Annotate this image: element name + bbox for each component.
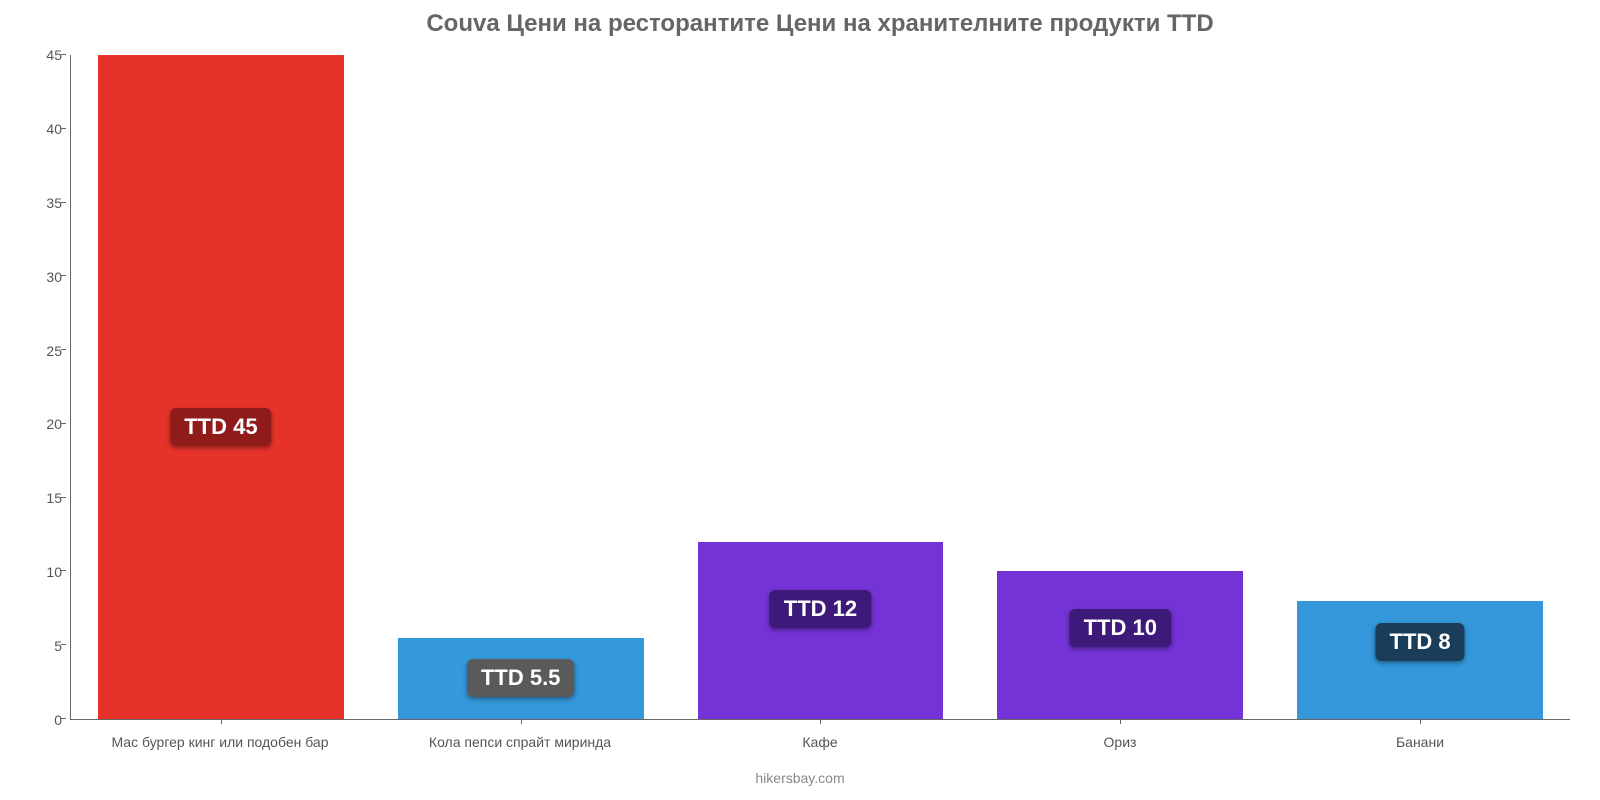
bar-slot: TTD 8 <box>1270 55 1570 719</box>
y-tick-label: 45 <box>7 47 62 63</box>
y-axis: 051015202530354045 <box>0 55 70 720</box>
x-tick-label: Кафе <box>670 728 970 750</box>
y-tick-label: 10 <box>7 564 62 580</box>
y-tick-label: 15 <box>7 490 62 506</box>
y-tick-label: 20 <box>7 416 62 432</box>
y-tick-label: 5 <box>7 638 62 654</box>
y-tick-label: 35 <box>7 195 62 211</box>
y-tick-label: 30 <box>7 269 62 285</box>
bar-slot: TTD 5.5 <box>371 55 671 719</box>
y-tick-label: 0 <box>7 712 62 728</box>
bar-slot: TTD 45 <box>71 55 371 719</box>
bar-value-label: TTD 5.5 <box>467 659 574 697</box>
bar-value-label: TTD 12 <box>770 590 871 628</box>
x-tick-label: Банани <box>1270 728 1570 750</box>
bar: TTD 8 <box>1297 601 1543 719</box>
footer-source: hikersbay.com <box>0 770 1600 786</box>
chart-title: Couva Цени на ресторантите Цени на храни… <box>70 10 1570 38</box>
bars-container: TTD 45 TTD 5.5 TTD 12 TTD 10 TTD 8 <box>71 55 1570 719</box>
bar: TTD 12 <box>698 542 944 719</box>
bar: TTD 5.5 <box>398 638 644 719</box>
bar-slot: TTD 12 <box>671 55 971 719</box>
y-tick-label: 25 <box>7 343 62 359</box>
bar: TTD 10 <box>997 571 1243 719</box>
x-tick-label: Мас бургер кинг или подобен бар <box>70 728 370 750</box>
bar: TTD 45 <box>98 55 344 719</box>
y-tick-label: 40 <box>7 121 62 137</box>
bar-value-label: TTD 8 <box>1376 623 1465 661</box>
plot-area: TTD 45 TTD 5.5 TTD 12 TTD 10 TTD 8 <box>70 55 1570 720</box>
x-axis-labels: Мас бургер кинг или подобен барКола пепс… <box>70 728 1570 750</box>
x-tick-label: Кола пепси спрайт миринда <box>370 728 670 750</box>
bar-slot: TTD 10 <box>970 55 1270 719</box>
price-chart: Couva Цени на ресторантите Цени на храни… <box>0 0 1600 800</box>
x-tick-label: Ориз <box>970 728 1270 750</box>
bar-value-label: TTD 10 <box>1070 609 1171 647</box>
bar-value-label: TTD 45 <box>170 408 271 446</box>
